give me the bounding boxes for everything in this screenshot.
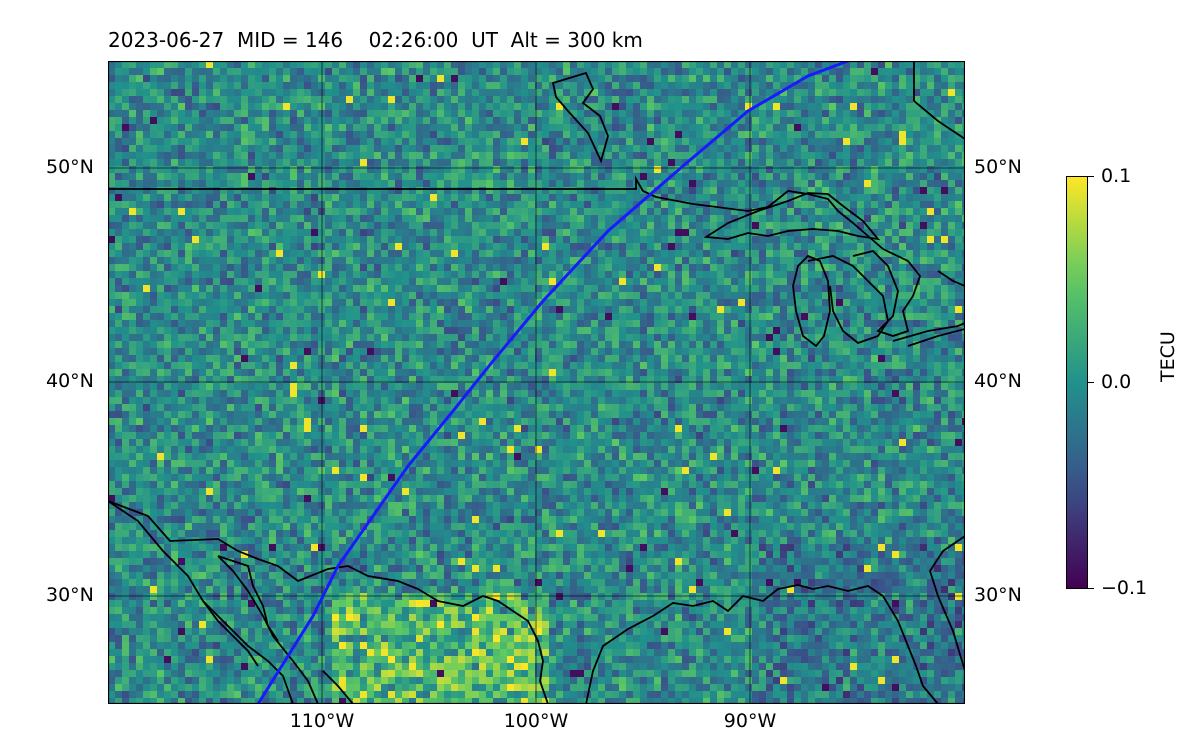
colorbar-tick-mid (1088, 382, 1094, 383)
satellite-track (256, 61, 849, 704)
lat-label-left-50: 50°N (46, 156, 94, 178)
colorbar-title: TECU (1157, 331, 1179, 382)
lon-label-90w: 90°W (723, 710, 777, 732)
lat-label-right-30: 30°N (974, 584, 1022, 606)
lon-label-100w: 100°W (503, 710, 569, 732)
colorbar-label-zero: 0.0 (1101, 371, 1132, 393)
tec-map (108, 61, 965, 704)
lat-label-left-40: 40°N (46, 370, 94, 392)
lat-label-right-50: 50°N (974, 156, 1022, 178)
colorbar (1066, 176, 1088, 589)
tec-heatmap (108, 61, 965, 704)
lat-label-left-30: 30°N (46, 584, 94, 606)
colorbar-label-max: 0.1 (1101, 165, 1132, 187)
plot-title: 2023-06-27 MID = 146 02:26:00 UT Alt = 3… (108, 28, 643, 52)
colorbar-tick-top (1088, 176, 1094, 177)
colorbar-tick-bottom (1088, 588, 1094, 589)
lon-label-110w: 110°W (289, 710, 355, 732)
colorbar-label-min: −0.1 (1101, 577, 1148, 599)
lat-label-right-40: 40°N (974, 370, 1022, 392)
coastlines (108, 61, 965, 704)
